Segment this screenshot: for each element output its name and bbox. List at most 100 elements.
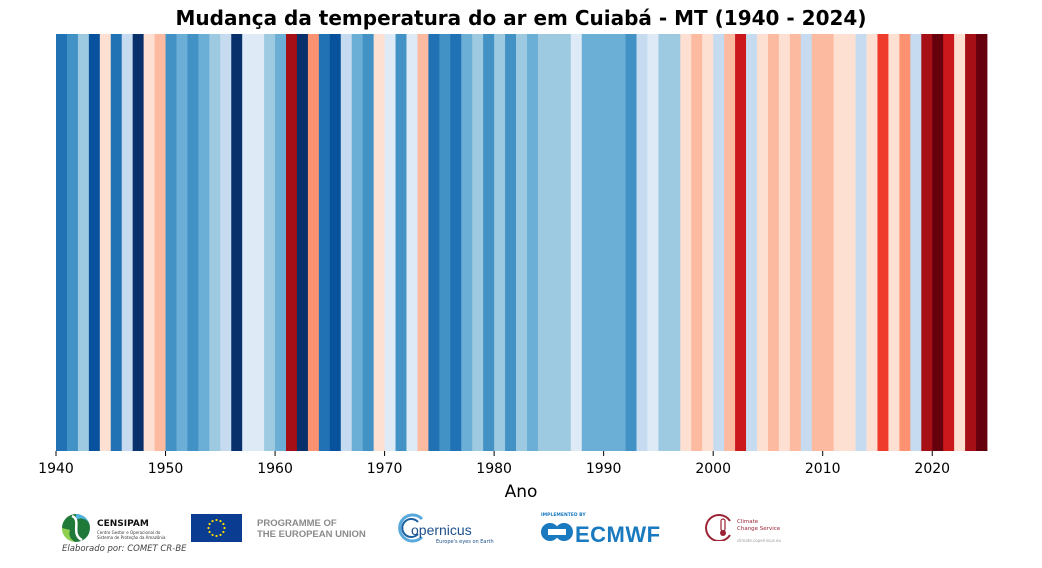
c3s-url: climate.copernicus.eu	[737, 538, 782, 543]
eu-flag-icon	[191, 514, 242, 542]
stripe-1942	[77, 34, 90, 451]
stripe-2024	[976, 34, 988, 451]
copernicus-tagline: Europe's eyes on Earth	[436, 539, 494, 545]
censipam-logo: CENSIPAM Centro Gestor e Operacional do …	[60, 512, 165, 544]
stripe-1962	[296, 34, 309, 451]
ecmwf-name: ECMWF	[575, 522, 661, 547]
stripe-1976	[450, 34, 462, 451]
stripe-1966	[340, 34, 353, 451]
stripe-1973	[417, 34, 429, 451]
stripe-1949	[154, 34, 166, 451]
stripe-1993	[636, 34, 648, 451]
x-tick-label: 2010	[805, 461, 841, 477]
stripe-1981	[505, 34, 517, 451]
eu-star-icon	[208, 530, 211, 534]
stripe-1978	[472, 34, 484, 451]
stripe-1955	[220, 34, 232, 451]
c3s-logo: Climate Change Service climate.copernicu…	[702, 513, 802, 545]
chart-title: Mudança da temperatura do ar em Cuiabá -…	[175, 6, 867, 30]
copernicus-c-icon	[398, 513, 424, 543]
x-tick-label: 1960	[257, 461, 293, 477]
stripe-2008	[800, 34, 813, 451]
eu-line-2: THE EUROPEAN UNION	[257, 529, 366, 540]
c3s-line-2: Change Service	[737, 526, 781, 532]
stripe-2011	[833, 34, 846, 451]
stripe-1950	[165, 34, 177, 451]
stripe-1986	[559, 34, 572, 451]
eu-star-icon	[222, 522, 225, 526]
c3s-line-1: Climate	[737, 519, 759, 525]
eu-star-icon	[223, 526, 226, 530]
stripe-2021	[943, 34, 955, 451]
x-tick-label: 2000	[695, 461, 731, 477]
eu-programme-text: PROGRAMME OF THE EUROPEAN UNION	[257, 518, 366, 540]
ecmwf-implemented-by: IMPLEMENTED BY	[541, 513, 586, 518]
stripe-1990	[603, 34, 615, 451]
footer-logos: CENSIPAM Centro Gestor e Operacional do …	[0, 505, 1042, 568]
stripe-2012	[844, 34, 856, 451]
stripe-1969	[373, 34, 385, 451]
stripe-1961	[286, 34, 298, 451]
stripe-1988	[581, 34, 594, 451]
stripe-1941	[66, 34, 79, 451]
eu-flag-logo	[191, 514, 242, 546]
stripe-1972	[406, 34, 418, 451]
stripe-1989	[592, 34, 605, 451]
stripe-2022	[954, 34, 966, 451]
eu-line-1: PROGRAMME OF	[257, 518, 337, 529]
stripe-1975	[439, 34, 451, 451]
copernicus-name: opernicus	[411, 522, 472, 538]
x-tick-label: 2020	[914, 461, 950, 477]
stripe-1951	[176, 34, 188, 451]
stripe-2004	[756, 34, 769, 451]
stripe-2003	[746, 34, 758, 451]
censipam-subtitle-2: Sistema de Proteção da Amazônia	[97, 535, 166, 540]
stripe-1971	[395, 34, 407, 451]
stripe-1984	[537, 34, 550, 451]
stripe-2017	[899, 34, 911, 451]
stripe-1956	[231, 34, 243, 451]
stripe-1965	[329, 34, 342, 451]
stripe-1948	[143, 34, 155, 451]
stripe-2006	[778, 34, 791, 451]
warming-stripes-chart: 1940 1950 1960 1970 1980 1990 2000 2010 2020 Ano	[38, 34, 988, 502]
x-tick-label: 1990	[586, 461, 622, 477]
x-axis-label: Ano	[505, 482, 538, 502]
stripe-2013	[855, 34, 867, 451]
censipam-name: CENSIPAM	[97, 519, 149, 529]
censipam-emblem-icon	[62, 514, 91, 542]
stripe-1980	[494, 34, 506, 451]
censipam-subtitle-1: Centro Gestor e Operacional do	[97, 530, 161, 535]
stripe-1970	[384, 34, 396, 451]
ecmwf-emblem-icon	[541, 523, 573, 541]
stripe-2000	[713, 34, 725, 451]
eu-star-icon	[215, 534, 218, 538]
eu-star-icon	[207, 526, 210, 530]
stripe-1998	[691, 34, 703, 451]
stripe-1979	[483, 34, 495, 451]
stripe-1991	[614, 34, 626, 451]
stripe-1952	[187, 34, 199, 451]
stripe-1995	[658, 34, 670, 451]
stripe-2009	[811, 34, 824, 451]
stripe-1968	[362, 34, 375, 451]
stripe-2007	[789, 34, 802, 451]
stripe-2016	[888, 34, 900, 451]
stripe-2010	[822, 34, 835, 451]
stripe-1974	[428, 34, 440, 451]
stripe-2001	[724, 34, 736, 451]
eu-star-icon	[219, 519, 222, 523]
stripe-1958	[253, 34, 265, 451]
eu-star-icon	[211, 519, 214, 523]
stripe-1960	[275, 34, 287, 451]
stripe-2018	[910, 34, 922, 451]
stripe-1967	[351, 34, 364, 451]
stripe-2023	[965, 34, 977, 451]
stripe-1945	[110, 34, 123, 451]
x-tick-label: 1970	[367, 461, 403, 477]
stripe-1994	[647, 34, 659, 451]
stripe-1987	[570, 34, 583, 451]
stripe-1940	[56, 34, 68, 451]
stripe-1996	[669, 34, 681, 451]
stripe-1957	[242, 34, 254, 451]
